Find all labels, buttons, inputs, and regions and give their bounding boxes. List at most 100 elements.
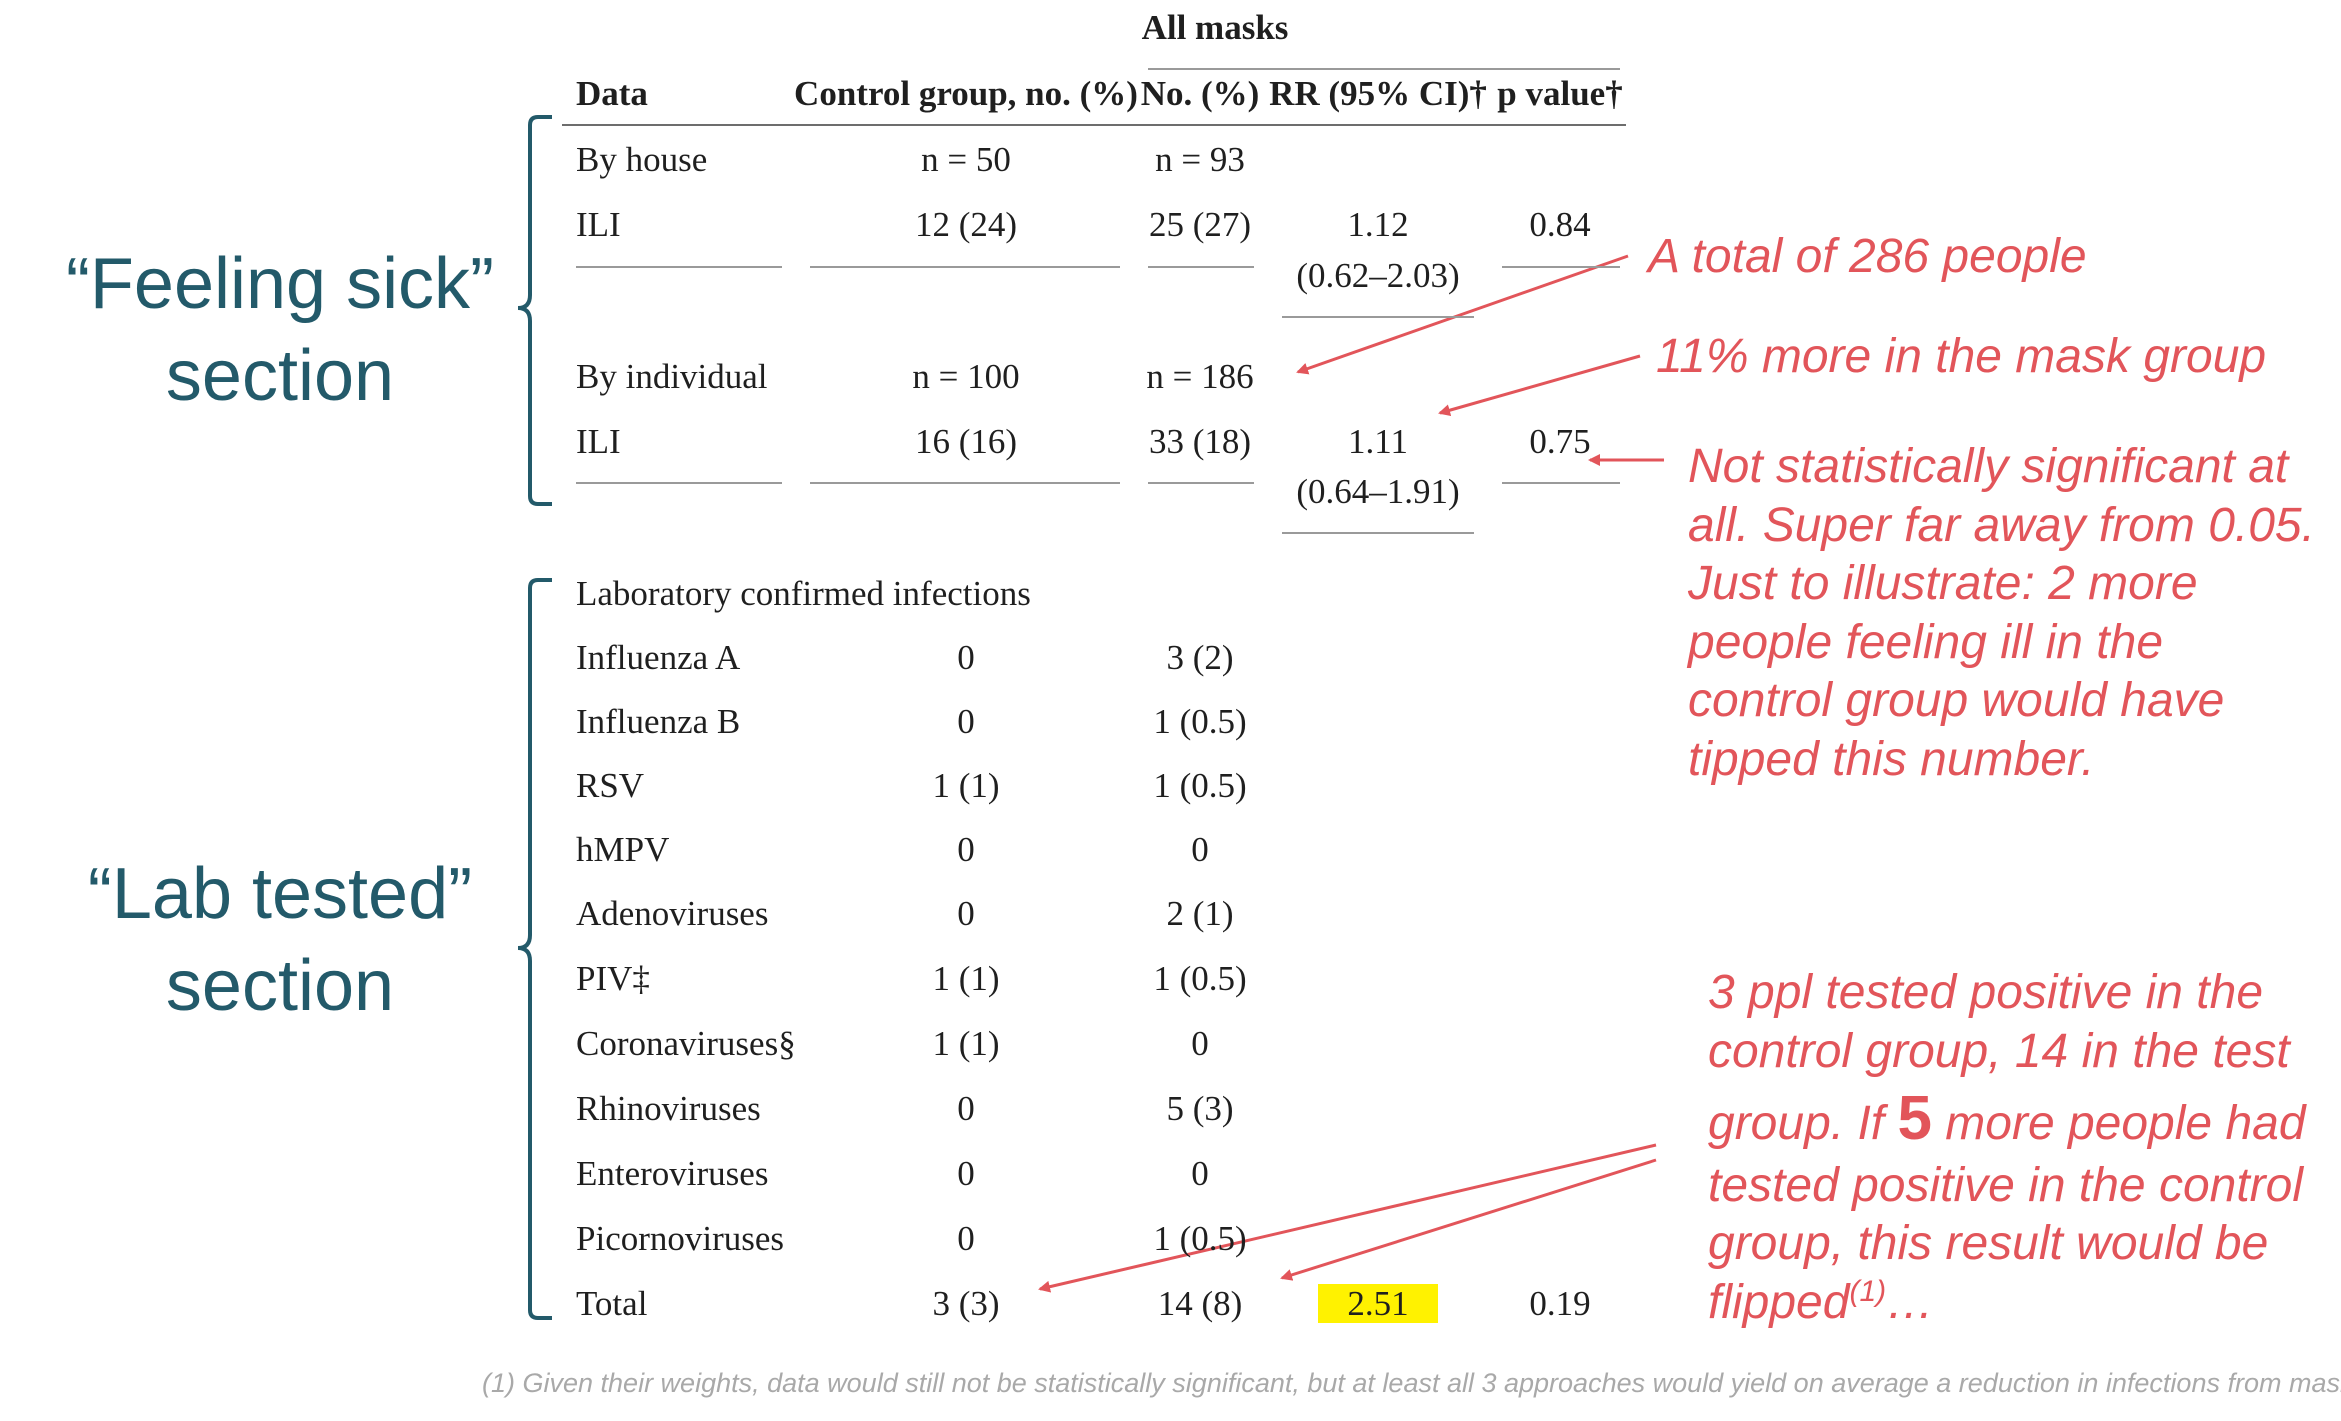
masks-cell: 2 (1) <box>1166 894 1234 933</box>
rr-cell: 1.11 <box>1348 422 1408 461</box>
masks-cell: 0 <box>1191 1024 1209 1063</box>
masks-cell: 0 <box>1191 1154 1209 1193</box>
annotation-line: all. Super far away from 0.05. <box>1688 498 2315 552</box>
control-cell: 1 (1) <box>932 959 1000 998</box>
p-cell: 0.19 <box>1529 1284 1591 1323</box>
control-cell: 0 <box>957 702 975 741</box>
arrow-total-people <box>1296 254 1629 375</box>
lab-section-header: Laboratory confirmed infections <box>576 574 1031 613</box>
group-header-rule <box>1148 68 1620 70</box>
row-label: By individual <box>576 357 768 396</box>
header-rule <box>562 124 1626 126</box>
row-label: Total <box>576 1284 648 1323</box>
row-label: Influenza B <box>576 702 741 741</box>
annotation-not-significant: Not statistically significant at all. Su… <box>1688 438 2315 789</box>
annotation-line: Just to illustrate: 2 more <box>1688 557 2198 611</box>
masks-cell: 14 (8) <box>1157 1284 1243 1323</box>
highlighted-rr-value: 2.51 <box>1318 1284 1438 1323</box>
control-cell: 0 <box>957 1154 975 1193</box>
annotation-line: control group would have <box>1688 674 2225 728</box>
row-rule <box>1282 316 1474 318</box>
annotation-line: group, this result would be <box>1708 1217 2269 1271</box>
control-cell: 16 (16) <box>914 422 1018 461</box>
row-label: By house <box>576 140 708 179</box>
control-cell: 3 (3) <box>932 1284 1000 1323</box>
column-header-data: Data <box>576 74 648 113</box>
column-header-p: p value† <box>1497 74 1623 113</box>
row-label: Rhinoviruses <box>576 1089 761 1128</box>
feeling-sick-brace <box>517 115 552 506</box>
annotation-line: Not statistically significant at <box>1688 440 2289 493</box>
row-label: Coronaviruses§ <box>576 1024 796 1063</box>
feeling-sick-section-label: “Feeling sick” section <box>0 238 560 422</box>
row-label: ILI <box>576 205 621 244</box>
p-cell: 0.84 <box>1529 205 1591 244</box>
arrow-control-total <box>1038 1143 1657 1293</box>
control-cell: 0 <box>957 638 975 677</box>
control-cell: 0 <box>957 830 975 869</box>
arrow-more-in-mask <box>1438 354 1641 417</box>
masks-cell: n = 186 <box>1146 357 1254 396</box>
p-cell: 0.75 <box>1529 422 1591 461</box>
row-rule <box>576 266 782 268</box>
annotation-fragment: group. If <box>1708 1097 1898 1151</box>
row-rule <box>576 482 782 484</box>
masks-cell: 0 <box>1191 830 1209 869</box>
row-label: Adenoviruses <box>576 894 769 933</box>
control-cell: 0 <box>957 1219 975 1258</box>
masks-cell: 5 (3) <box>1166 1089 1234 1128</box>
annotation-fragment: flipped <box>1708 1275 1850 1329</box>
ci-cell: (0.64–1.91) <box>1296 472 1460 511</box>
row-label: Enteroviruses <box>576 1154 769 1193</box>
row-rule <box>1282 532 1474 534</box>
rr-cell: 1.12 <box>1347 205 1409 244</box>
row-label: RSV <box>576 766 645 805</box>
rr-cell-highlighted: 2.51 <box>1318 1284 1438 1323</box>
annotation-line: group. If 5 more people had <box>1708 1081 2306 1157</box>
column-header-rr: RR (95% CI)† <box>1269 74 1487 113</box>
row-label: Picornoviruses <box>576 1219 785 1258</box>
feeling-sick-line1: “Feeling sick” <box>65 244 495 324</box>
row-label: ILI <box>576 422 621 461</box>
emphasized-number: 5 <box>1897 1084 1932 1154</box>
row-rule <box>1502 266 1620 268</box>
masks-cell: 1 (0.5) <box>1153 766 1247 805</box>
control-cell: 1 (1) <box>932 1024 1000 1063</box>
masks-cell: 1 (0.5) <box>1153 702 1247 741</box>
group-header-all-masks: All masks <box>1141 8 1289 47</box>
annotation-line: 3 ppl tested positive in the <box>1708 966 2264 1019</box>
annotation-line: people feeling ill in the <box>1688 615 2164 669</box>
annotation-more-in-mask: 11% more in the mask group <box>1656 330 2267 383</box>
arrow-mask-total <box>1280 1158 1657 1281</box>
row-label: hMPV <box>576 830 670 869</box>
control-cell: 0 <box>957 894 975 933</box>
lab-tested-brace <box>517 578 552 1320</box>
annotation-line: tipped this number. <box>1688 732 2095 786</box>
annotation-line: control group, 14 in the test <box>1708 1024 2290 1078</box>
row-label: PIV‡ <box>576 959 650 998</box>
annotation-total-people: A total of 286 people <box>1648 230 2087 283</box>
row-rule <box>1502 482 1620 484</box>
row-label: Influenza A <box>576 638 741 677</box>
lab-tested-line2: section <box>165 946 395 1027</box>
masks-cell: 33 (18) <box>1148 422 1252 461</box>
annotation-line: flipped(1)… <box>1708 1274 2306 1333</box>
masks-cell: 3 (2) <box>1166 638 1234 677</box>
lab-tested-section-label: “Lab tested” section <box>0 848 560 1032</box>
row-rule <box>1148 266 1254 268</box>
footnote-ref: (1) <box>1849 1274 1887 1308</box>
feeling-sick-line2: section <box>165 336 395 417</box>
control-cell: n = 50 <box>921 140 1011 179</box>
masks-cell: n = 93 <box>1155 140 1245 179</box>
lab-tested-line1: “Lab tested” <box>87 854 473 934</box>
row-rule <box>810 266 1120 268</box>
masks-cell: 1 (0.5) <box>1153 959 1247 998</box>
annotation-fragment: more people had <box>1931 1097 2306 1151</box>
ci-cell: (0.62–2.03) <box>1296 256 1460 295</box>
row-rule <box>1148 482 1254 484</box>
annotation-line: tested positive in the control <box>1708 1158 2304 1212</box>
control-cell: 1 (1) <box>932 766 1000 805</box>
column-header-no: No. (%) <box>1140 74 1260 113</box>
annotation-lab-note: 3 ppl tested positive in the control gro… <box>1708 964 2306 1332</box>
